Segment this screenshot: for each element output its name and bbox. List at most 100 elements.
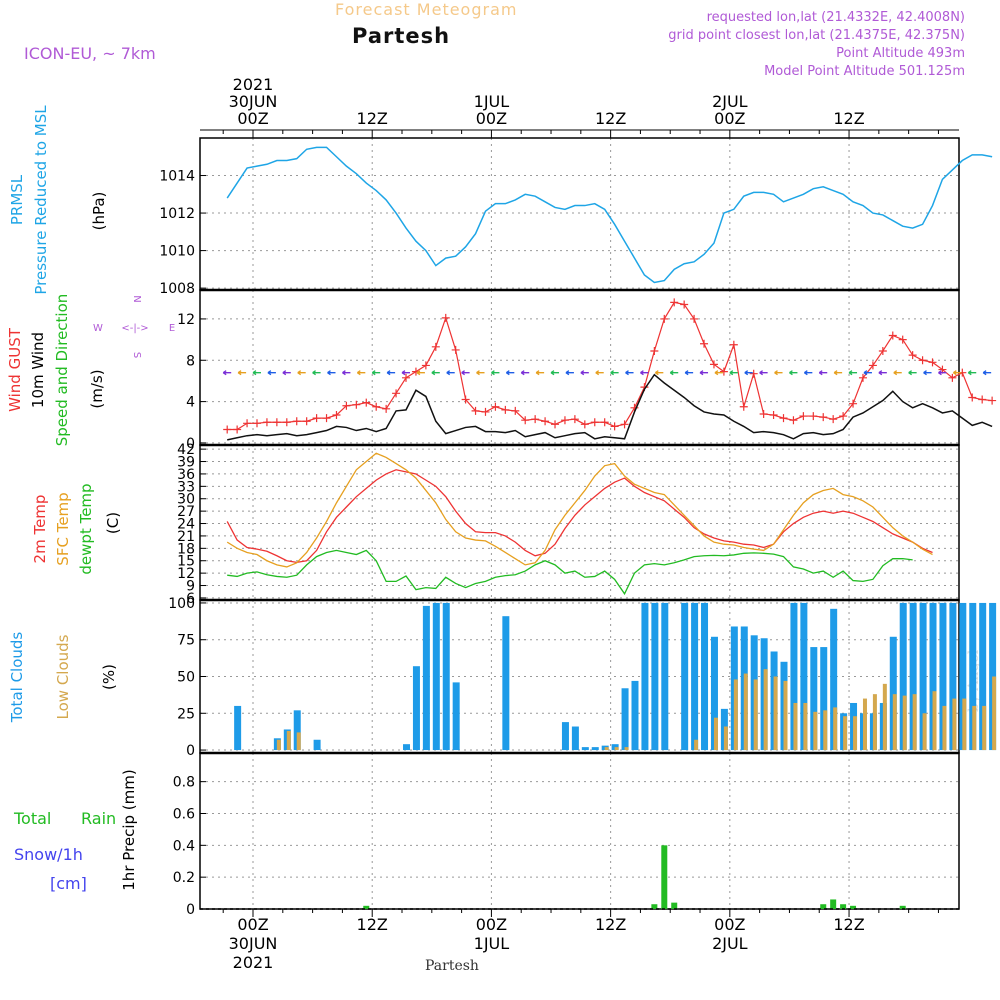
- gust-marker: [362, 398, 371, 407]
- forecast-title: Forecast Meteogram: [335, 0, 518, 19]
- wind-direction-arrow: [610, 370, 619, 376]
- low-cloud-bar: [972, 705, 977, 751]
- total-cloud-bar: [313, 739, 321, 751]
- low-cloud-bar: [803, 702, 808, 751]
- gust-marker: [620, 420, 629, 429]
- snow-title: Snow/1h: [14, 845, 83, 864]
- gust-marker: [253, 419, 261, 428]
- wind-direction-arrow: [491, 370, 500, 376]
- gust-marker: [948, 373, 957, 382]
- gust-marker: [898, 335, 907, 344]
- gust-marker: [322, 414, 331, 423]
- gust-marker: [978, 395, 987, 404]
- low-cloud-bar: [902, 695, 907, 751]
- low-cloud-bar: [823, 710, 828, 751]
- gust-marker: [372, 402, 381, 411]
- time-label-top: 1JUL: [474, 92, 510, 111]
- time-label-bottom: 00Z: [476, 915, 507, 934]
- total-cloud-bar: [710, 636, 718, 751]
- gust-marker: [441, 313, 450, 322]
- ytick-label: 6: [186, 591, 195, 607]
- time-label-bottom: 1JUL: [474, 934, 510, 953]
- time-label-top: 2021: [233, 75, 274, 94]
- gust-marker: [292, 417, 301, 426]
- low-cloud-bar: [723, 726, 728, 751]
- gust-marker: [531, 415, 540, 424]
- point-altitude: Point Altitude 493m: [836, 46, 965, 61]
- low-cloud-bar: [743, 673, 748, 751]
- total-cloud-bar: [790, 602, 798, 751]
- gust-marker: [610, 422, 619, 431]
- total-cloud-bar: [502, 616, 510, 751]
- wind-direction-arrow: [312, 370, 321, 376]
- wind-direction-arrow: [595, 370, 604, 376]
- wind-direction-arrow: [923, 370, 932, 376]
- dewpt-line: [227, 549, 913, 596]
- panel-frame: [199, 752, 960, 910]
- gust-marker: [789, 416, 798, 425]
- ytick-label: 75: [177, 633, 195, 649]
- wind-direction-arrow: [982, 370, 992, 376]
- rain-title: Rain: [81, 809, 116, 828]
- precipitation-panel: [199, 752, 960, 910]
- gust-marker: [700, 339, 709, 348]
- gust-marker: [541, 417, 550, 426]
- time-label-bottom: 00Z: [237, 915, 268, 934]
- total-cloud-bar: [800, 602, 808, 751]
- precip-bar: [363, 905, 370, 909]
- ytick-label: 0.6: [173, 806, 195, 822]
- wind-direction-arrow: [342, 370, 351, 376]
- precip-bar: [850, 905, 857, 909]
- wind-direction-arrow: [505, 370, 515, 376]
- gust-marker: [262, 418, 271, 427]
- wind-direction-arrow: [297, 370, 306, 376]
- wind-direction-arrow: [640, 370, 649, 376]
- total-cloud-bar: [939, 602, 947, 751]
- time-label-bottom: 30JUN: [229, 934, 278, 953]
- gust-marker: [858, 373, 867, 382]
- ytick-label: 0.8: [173, 775, 195, 791]
- gust-marker: [650, 346, 659, 355]
- gust-marker: [471, 406, 480, 415]
- low-cloud-bar: [952, 698, 957, 751]
- low-cloud-bar: [624, 747, 629, 751]
- pressure-axis-title: Pressure Reduced to MSL: [32, 105, 50, 295]
- time-label-bottom: 12Z: [595, 915, 626, 934]
- gust-marker: [749, 369, 758, 378]
- wind-direction-arrow: [520, 370, 530, 376]
- dewpt-axis-title: dewpt Temp: [77, 483, 95, 574]
- total-cloud-bar: [631, 680, 639, 751]
- wind-direction-arrow: [267, 370, 276, 376]
- low-cloud-bar: [286, 730, 291, 751]
- precip-bar: [899, 905, 906, 909]
- gust-marker: [402, 373, 411, 382]
- wind-direction-arrow: [938, 370, 947, 376]
- wind-direction-arrow: [550, 370, 560, 376]
- total-cloud-bar: [949, 602, 957, 751]
- time-label-top: 12Z: [833, 109, 864, 128]
- wind-direction-arrow: [893, 370, 902, 376]
- temp2m-line: [226, 469, 933, 564]
- model-altitude: Model Point Altitude 501.125m: [764, 64, 965, 79]
- ytick-label: 0.2: [173, 870, 195, 886]
- total-cloud-bar: [889, 636, 897, 751]
- low-cloud-bar: [733, 679, 738, 751]
- requested-lonlat: requested lon,lat (21.4332E, 42.4008N): [706, 10, 965, 25]
- time-label-bottom: 2JUL: [712, 934, 748, 953]
- total-cloud-bar: [691, 602, 699, 751]
- gust-marker: [501, 405, 510, 414]
- gust-marker: [590, 418, 599, 427]
- gust-marker: [233, 425, 242, 434]
- low-cloud-bar: [753, 679, 758, 751]
- gust-marker: [690, 314, 699, 323]
- wind-direction-arrow: [327, 370, 336, 376]
- wind-direction-arrow: [535, 370, 545, 376]
- ytick-label: 8: [186, 353, 195, 369]
- total-cloud-bar: [830, 608, 838, 751]
- gust-marker: [819, 413, 828, 422]
- grid-point-lonlat: grid point closest lon,lat (21.4375E, 42…: [668, 28, 965, 43]
- total-cloud-bar: [681, 602, 689, 751]
- time-label-bottom: 00Z: [714, 915, 745, 934]
- total-cloud-bar: [591, 747, 599, 751]
- time-label-top: 12Z: [357, 109, 388, 128]
